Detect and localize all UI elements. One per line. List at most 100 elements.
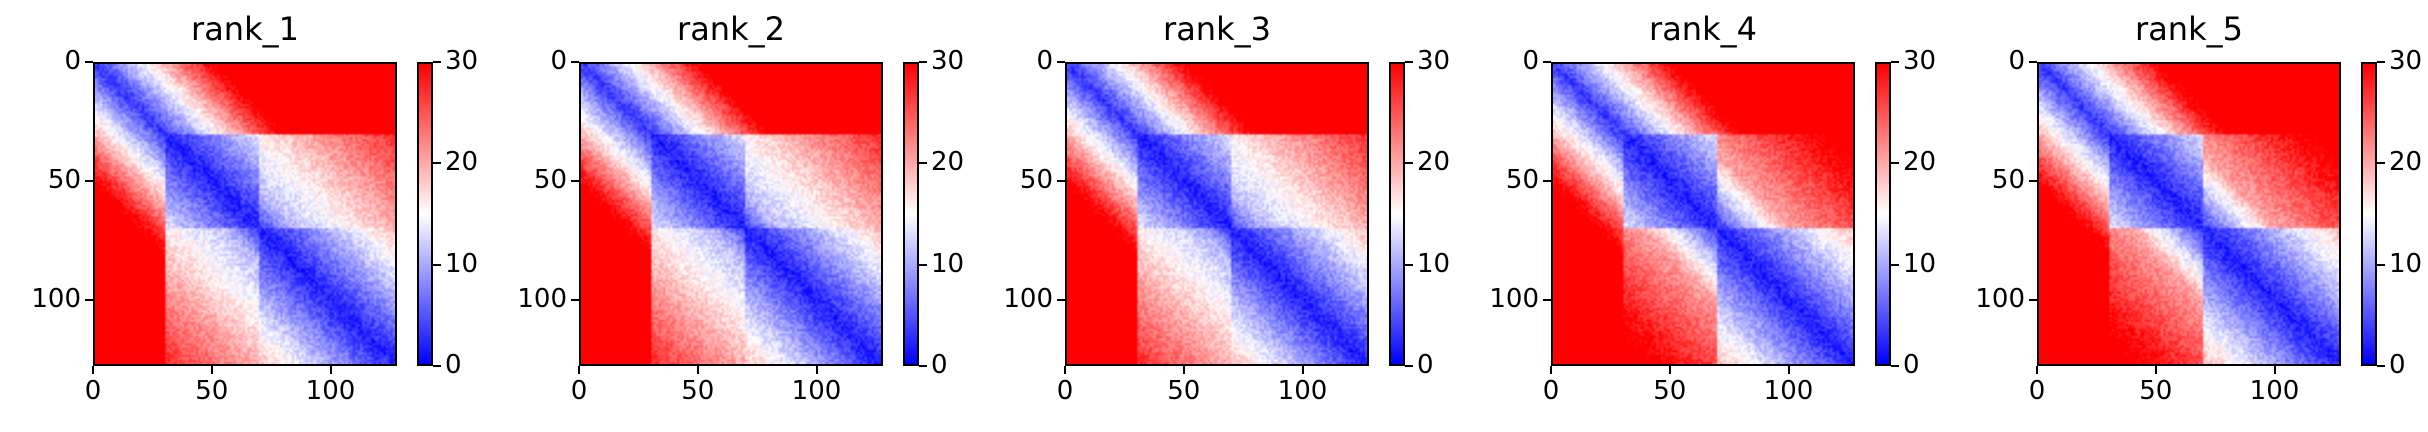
- y-tick-mark: [85, 299, 93, 301]
- colorbar-tick-label: 0: [445, 350, 462, 380]
- y-tick-label: 100: [31, 284, 81, 314]
- x-tick-mark: [578, 366, 580, 374]
- y-tick-mark: [1543, 61, 1551, 63]
- y-tick-mark: [2029, 180, 2037, 182]
- y-tick-label: 50: [48, 165, 81, 195]
- x-tick-label: 100: [1764, 376, 1814, 406]
- y-tick-label: 50: [534, 165, 567, 195]
- colorbar-tick-label: 20: [1417, 147, 1450, 177]
- colorbar-tick-label: 10: [2389, 249, 2422, 279]
- heatmap-plot: [579, 62, 883, 366]
- y-tick-label: 50: [1992, 165, 2025, 195]
- heatmap-panel-3: rank_3 0 50 100 0 50 100 0 10 20 30: [972, 0, 1458, 432]
- x-tick-label: 0: [1543, 376, 1560, 406]
- y-tick-label: 100: [1975, 284, 2025, 314]
- x-tick-mark: [211, 366, 213, 374]
- colorbar-tick-mark: [2377, 264, 2385, 266]
- y-tick-mark: [1543, 299, 1551, 301]
- colorbar-tick-mark: [433, 162, 441, 164]
- y-tick-mark: [85, 61, 93, 63]
- colorbar-tick-label: 20: [1903, 147, 1936, 177]
- y-tick-mark: [571, 180, 579, 182]
- x-tick-label: 50: [1653, 376, 1686, 406]
- colorbar-tick-mark: [2377, 162, 2385, 164]
- colorbar-tick-label: 10: [1903, 249, 1936, 279]
- y-tick-mark: [571, 61, 579, 63]
- x-tick-label: 50: [195, 376, 228, 406]
- colorbar-tick-label: 0: [931, 350, 948, 380]
- x-tick-mark: [1788, 366, 1790, 374]
- colorbar-tick-label: 30: [1417, 46, 1450, 76]
- colorbar-tick-mark: [919, 61, 927, 63]
- panel-title: rank_3: [1065, 10, 1369, 48]
- y-tick-label: 0: [2008, 46, 2025, 76]
- x-tick-mark: [1183, 366, 1185, 374]
- colorbar-tick-mark: [1891, 162, 1899, 164]
- x-tick-mark: [697, 366, 699, 374]
- colorbar-tick-label: 30: [931, 46, 964, 76]
- colorbar-tick-mark: [1891, 264, 1899, 266]
- x-tick-label: 100: [1278, 376, 1328, 406]
- heatmap-panel-4: rank_4 0 50 100 0 50 100 0 10 20 30: [1458, 0, 1944, 432]
- colorbar-tick-mark: [1891, 61, 1899, 63]
- x-tick-mark: [92, 366, 94, 374]
- x-tick-label: 0: [2029, 376, 2046, 406]
- y-tick-mark: [2029, 61, 2037, 63]
- heatmap-cells: [2039, 64, 2339, 364]
- colorbar: [417, 62, 433, 366]
- x-tick-label: 0: [85, 376, 102, 406]
- heatmap-panel-5: rank_5 0 50 100 0 50 100 0 10 20 30: [1944, 0, 2428, 432]
- y-tick-label: 100: [1489, 284, 1539, 314]
- colorbar-tick-label: 20: [931, 147, 964, 177]
- y-tick-label: 50: [1506, 165, 1539, 195]
- colorbar-tick-mark: [2377, 365, 2385, 367]
- heatmap-cells: [1553, 64, 1853, 364]
- x-tick-mark: [816, 366, 818, 374]
- colorbar-tick-mark: [919, 264, 927, 266]
- x-tick-mark: [1302, 366, 1304, 374]
- colorbar: [1389, 62, 1405, 366]
- colorbar-tick-mark: [433, 264, 441, 266]
- x-tick-mark: [1669, 366, 1671, 374]
- panel-title: rank_2: [579, 10, 883, 48]
- colorbar-tick-label: 0: [2389, 350, 2406, 380]
- heatmap-cells: [1067, 64, 1367, 364]
- colorbar-tick-mark: [2377, 61, 2385, 63]
- colorbar-tick-label: 10: [931, 249, 964, 279]
- y-tick-mark: [1057, 180, 1065, 182]
- x-tick-label: 100: [792, 376, 842, 406]
- colorbar-tick-label: 30: [1903, 46, 1936, 76]
- colorbar-tick-label: 10: [1417, 249, 1450, 279]
- colorbar: [2361, 62, 2377, 366]
- x-tick-label: 0: [571, 376, 588, 406]
- colorbar-tick-label: 20: [2389, 147, 2422, 177]
- y-tick-mark: [571, 299, 579, 301]
- y-tick-label: 50: [1020, 165, 1053, 195]
- colorbar-tick-mark: [433, 61, 441, 63]
- colorbar-tick-mark: [919, 365, 927, 367]
- x-tick-label: 50: [2139, 376, 2172, 406]
- x-tick-label: 0: [1057, 376, 1074, 406]
- y-tick-label: 100: [517, 284, 567, 314]
- y-tick-mark: [2029, 299, 2037, 301]
- x-tick-mark: [1550, 366, 1552, 374]
- heatmap-plot: [2037, 62, 2341, 366]
- colorbar-tick-label: 10: [445, 249, 478, 279]
- colorbar-tick-mark: [1405, 264, 1413, 266]
- x-tick-mark: [1064, 366, 1066, 374]
- panel-title: rank_4: [1551, 10, 1855, 48]
- colorbar-tick-mark: [1405, 162, 1413, 164]
- heatmap-plot: [1065, 62, 1369, 366]
- y-tick-label: 0: [1522, 46, 1539, 76]
- colorbar: [1875, 62, 1891, 366]
- colorbar-tick-mark: [1891, 365, 1899, 367]
- colorbar-tick-label: 30: [2389, 46, 2422, 76]
- colorbar-tick-label: 0: [1417, 350, 1434, 380]
- x-tick-mark: [2036, 366, 2038, 374]
- x-tick-mark: [330, 366, 332, 374]
- heatmap-panel-2: rank_2 0 50 100 0 50 100 0 10 20 30: [486, 0, 972, 432]
- colorbar-tick-label: 0: [1903, 350, 1920, 380]
- colorbar: [903, 62, 919, 366]
- heatmap-panel-1: rank_1 0 50 100 0 50 100 0 10 20 30: [0, 0, 486, 432]
- panel-title: rank_5: [2037, 10, 2341, 48]
